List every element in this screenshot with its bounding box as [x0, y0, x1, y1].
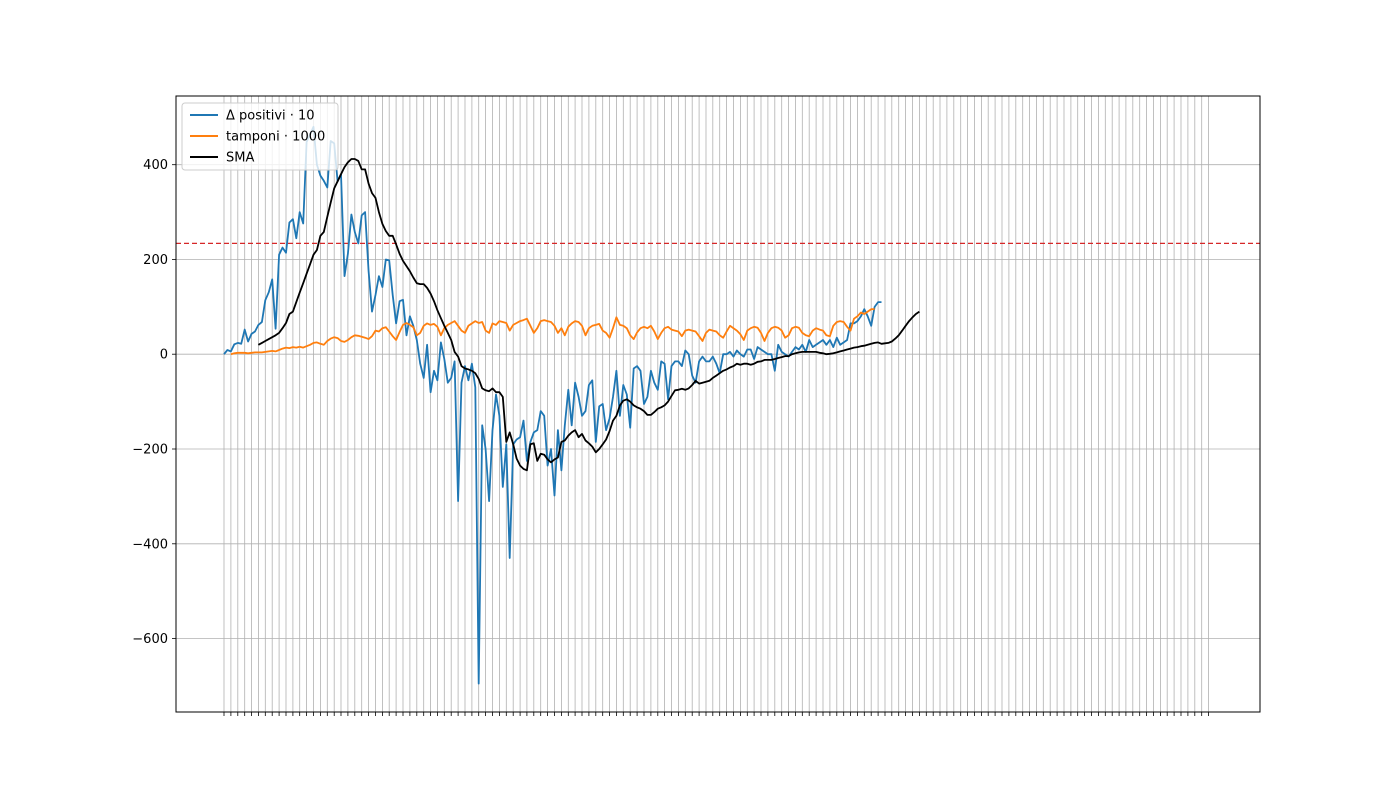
legend-label-tamponi: tamponi · 1000 — [226, 130, 325, 145]
legend: Δ positivi · 10 tamponi · 1000 SMA — [181, 102, 339, 171]
y-gridlines — [176, 164, 1260, 639]
x-gridlines — [223, 96, 1209, 712]
y-axis-ticks: −600 −400 −200 0 200 400 — [132, 158, 176, 647]
y-tick-label: 400 — [143, 158, 168, 173]
plot-frame — [175, 95, 1261, 713]
y-tick-label: −200 — [132, 443, 168, 458]
legend-box — [181, 102, 339, 171]
y-tick-label: −600 — [132, 632, 168, 647]
plot-background — [176, 96, 1260, 712]
series-line-2 — [257, 158, 920, 472]
y-tick-label: 200 — [143, 253, 168, 268]
y-tick-label: −400 — [132, 537, 168, 552]
legend-label-positivi: Δ positivi · 10 — [226, 109, 315, 124]
x-axis-ticks — [223, 712, 1209, 716]
legend-label-sma: SMA — [226, 151, 254, 166]
y-tick-label: 0 — [160, 348, 168, 363]
series-line-1 — [230, 308, 875, 356]
